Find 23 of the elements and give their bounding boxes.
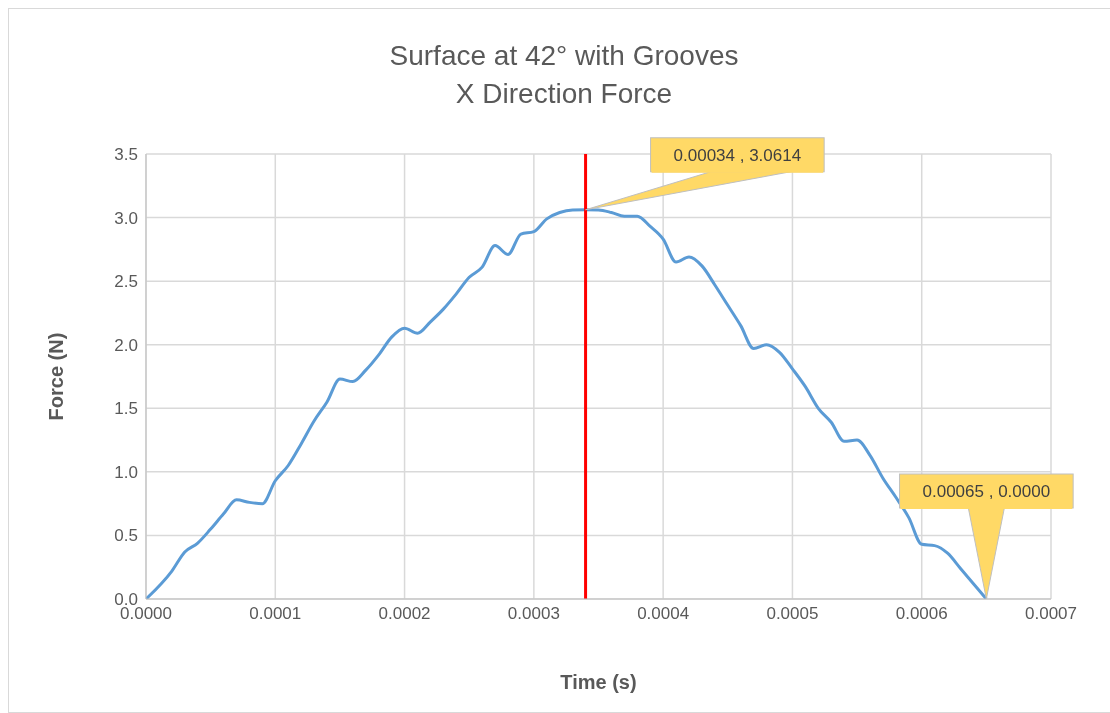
y-tick-label: 0.5 — [114, 526, 138, 546]
y-tick-label: 3.0 — [114, 208, 138, 228]
y-tick-label: 1.0 — [114, 462, 138, 482]
annotation: 0.00034 , 3.0614 — [673, 145, 802, 165]
x-tick-label: 0.0004 — [637, 604, 690, 624]
y-tick-label: 2.5 — [114, 272, 138, 292]
x-tick-label: 0.0001 — [249, 604, 302, 624]
x-tick-label: 0.0007 — [1025, 604, 1077, 624]
x-axis-title: Time (s) — [560, 671, 637, 693]
x-tick-label: 0.0002 — [378, 604, 431, 624]
callout: 0.00034 , 3.0614 — [585, 137, 825, 211]
x-tick-label: 0.0003 — [507, 604, 560, 624]
annotation: 0.00065 , 0.0000 — [922, 482, 1051, 501]
y-tick-label: 2.0 — [114, 335, 138, 355]
line-series — [146, 208, 988, 599]
chart-subtitle: X Direction Force — [454, 77, 674, 111]
chart-title: Surface at 42° with Grooves — [388, 39, 740, 73]
x-tick-label: 0.0006 — [895, 604, 948, 624]
callout: 0.00065 , 0.0000 — [899, 473, 1074, 600]
x-tick-label: 0.0005 — [766, 604, 819, 624]
y-tick-label: 1.5 — [114, 399, 138, 419]
y-tick-label: 3.5 — [114, 145, 138, 165]
y-axis-title: Force (N) — [45, 332, 68, 421]
